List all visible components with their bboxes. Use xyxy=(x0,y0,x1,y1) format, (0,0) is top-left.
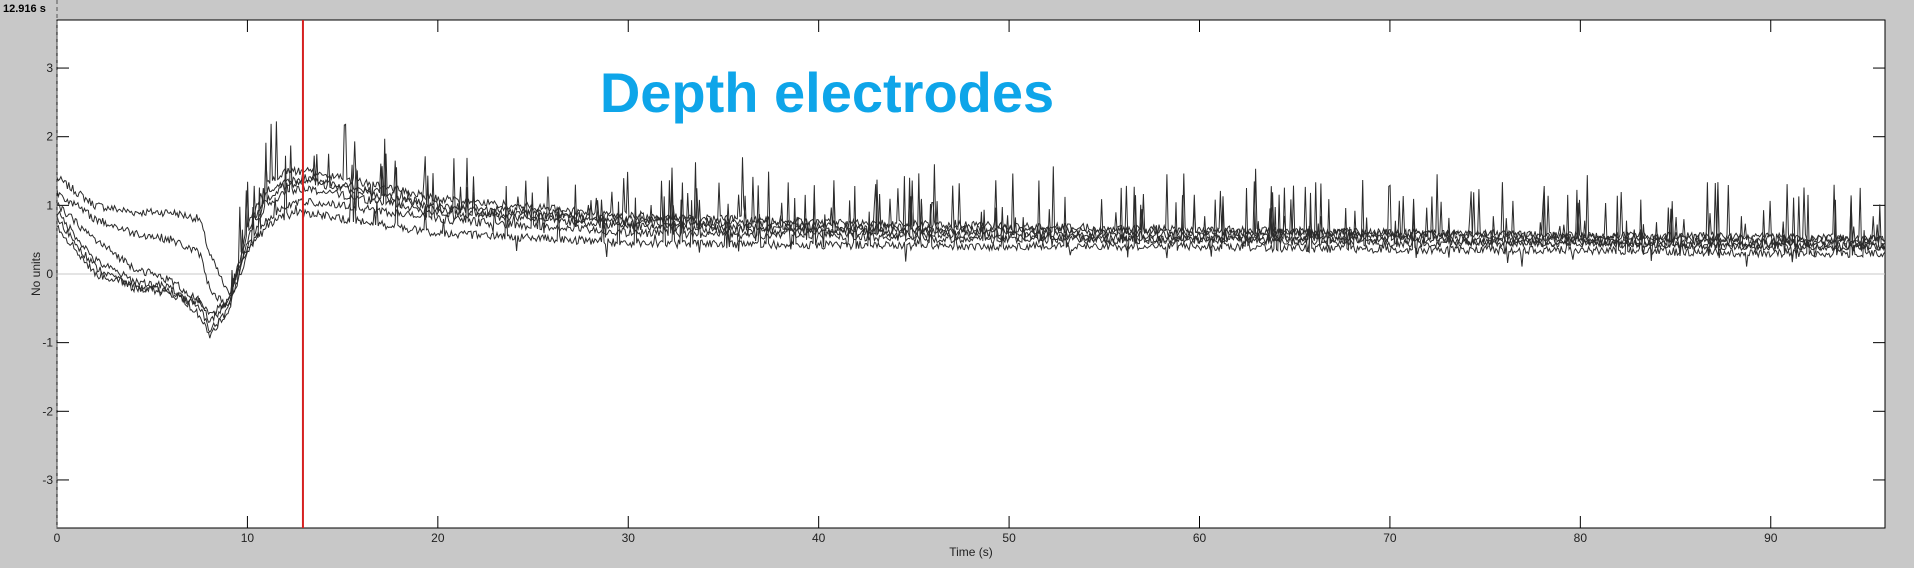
y-tick-label: -2 xyxy=(42,404,53,418)
series-line xyxy=(56,170,1886,309)
y-axis-title: No units xyxy=(29,252,43,296)
y-tick-label: 2 xyxy=(46,130,53,144)
y-tick-label: -1 xyxy=(42,336,53,350)
series-group xyxy=(56,121,1886,339)
series-line xyxy=(56,153,1886,333)
x-axis-title: Time (s) xyxy=(949,545,993,559)
y-tick-label: 3 xyxy=(46,61,53,75)
y-tick-label: 0 xyxy=(46,267,53,281)
x-tick-label: 10 xyxy=(241,531,255,545)
cursor-time-readout: 12.916 s xyxy=(3,3,46,15)
series-line xyxy=(56,155,1886,297)
x-tick-label: 30 xyxy=(622,531,636,545)
x-tick-label: 90 xyxy=(1764,531,1778,545)
x-tick-label: 70 xyxy=(1383,531,1397,545)
x-tick-label: 50 xyxy=(1002,531,1016,545)
x-tick-label: 40 xyxy=(812,531,826,545)
chart-title: Depth electrodes xyxy=(600,61,1054,124)
series-line xyxy=(56,121,1886,339)
x-tick-label: 80 xyxy=(1574,531,1588,545)
x-tick-label: 20 xyxy=(431,531,445,545)
x-tick-label: 60 xyxy=(1193,531,1207,545)
y-tick-label: 1 xyxy=(46,198,53,212)
y-tick-label: -3 xyxy=(42,473,53,487)
series-line xyxy=(56,138,1886,317)
x-tick-label: 0 xyxy=(54,531,61,545)
series-line xyxy=(56,153,1886,323)
